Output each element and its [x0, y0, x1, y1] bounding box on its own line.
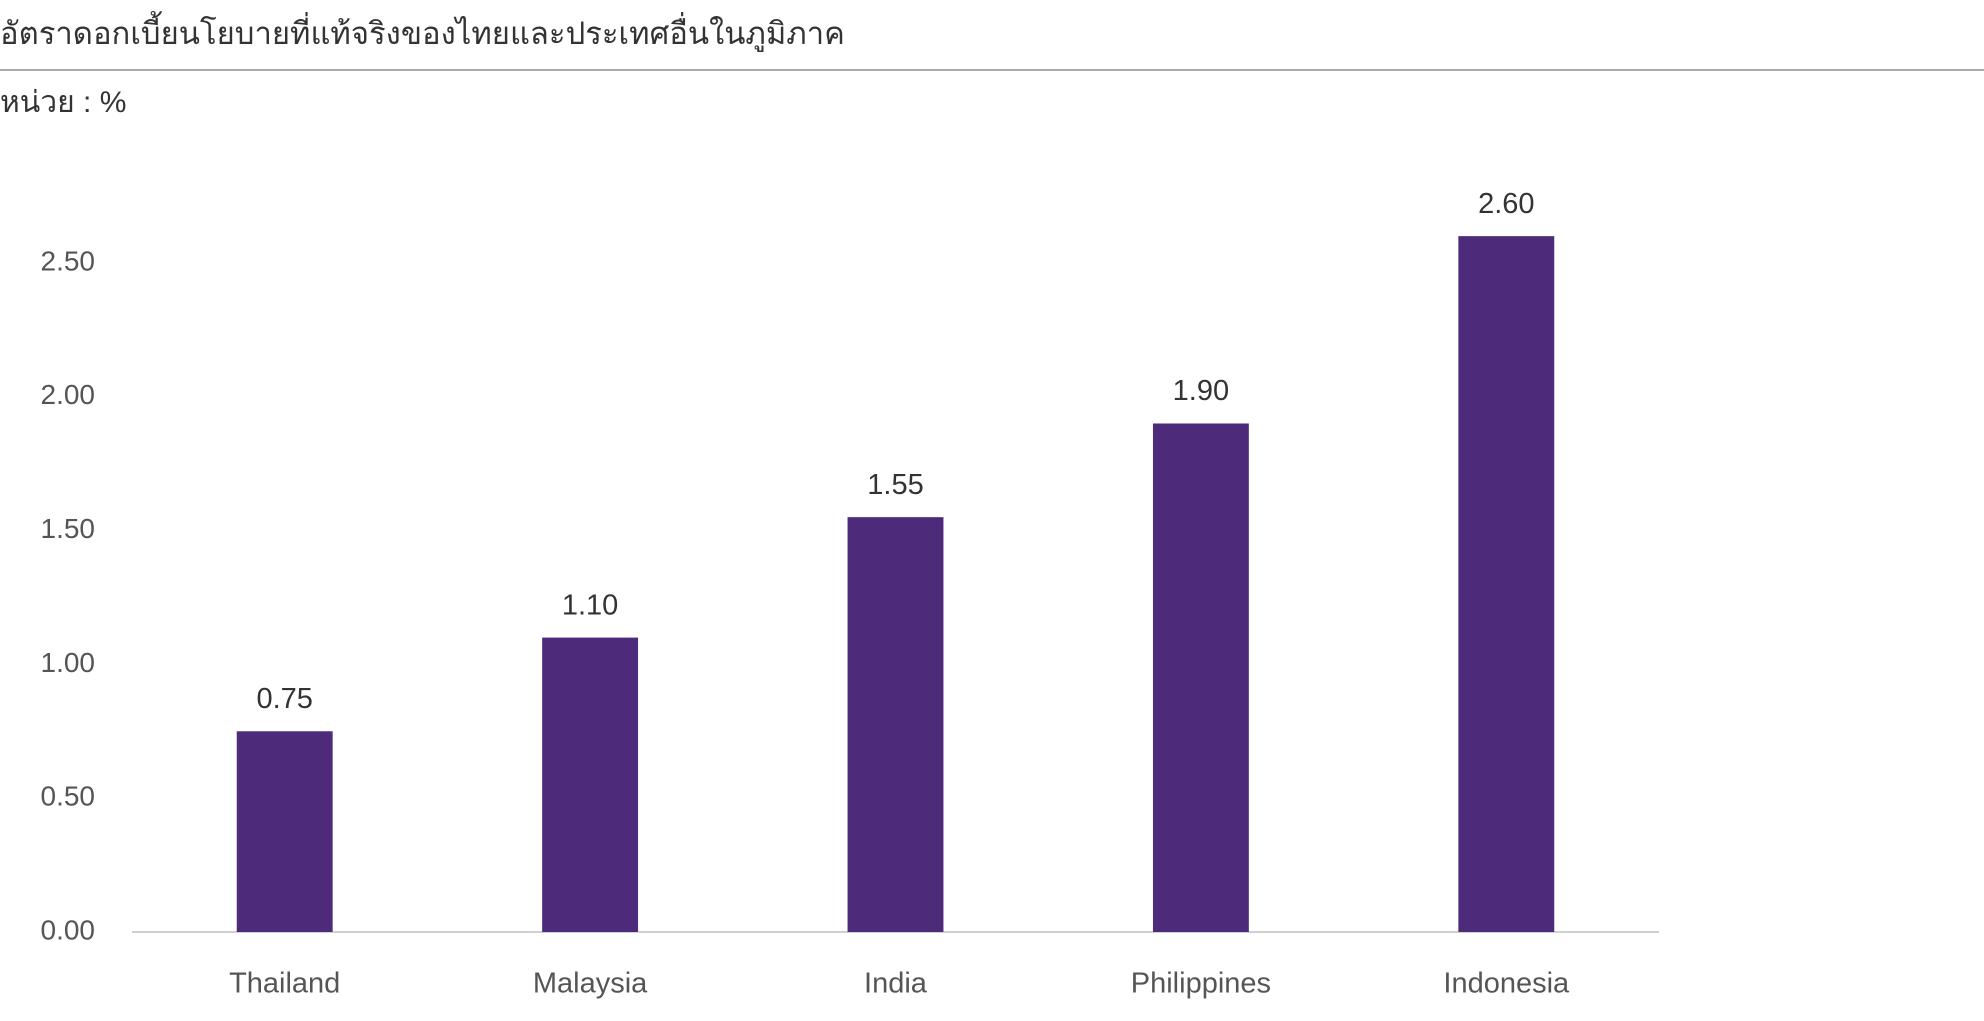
- bar: [1458, 236, 1555, 933]
- bar: [542, 637, 639, 932]
- y-tick-label: 0.00: [41, 914, 96, 945]
- x-tick-label: India: [864, 968, 928, 1000]
- x-tick-label: Indonesia: [1443, 968, 1570, 1000]
- bar: [236, 731, 333, 932]
- y-tick-label: 1.50: [41, 513, 96, 544]
- y-tick-label: 2.50: [41, 245, 96, 276]
- y-tick-label: 2.00: [41, 379, 96, 410]
- x-tick-label: Philippines: [1131, 968, 1271, 1000]
- bar: [847, 517, 944, 932]
- y-tick-label: 0.50: [41, 781, 96, 812]
- value-label: 2.60: [1478, 188, 1534, 220]
- x-tick-label: Malaysia: [533, 968, 648, 1000]
- value-label: 1.55: [867, 469, 923, 501]
- chart-title: อัตราดอกเบี้ยนโยบายที่แท้จริงของไทยและปร…: [0, 11, 845, 52]
- value-label: 0.75: [256, 683, 312, 715]
- value-label: 1.90: [1173, 375, 1229, 407]
- value-label: 1.10: [562, 589, 618, 621]
- x-tick-label: Thailand: [229, 968, 340, 1000]
- bar: [1152, 423, 1249, 932]
- chart-subtitle: หน่วย : %: [0, 86, 126, 119]
- y-tick-label: 1.00: [41, 647, 96, 678]
